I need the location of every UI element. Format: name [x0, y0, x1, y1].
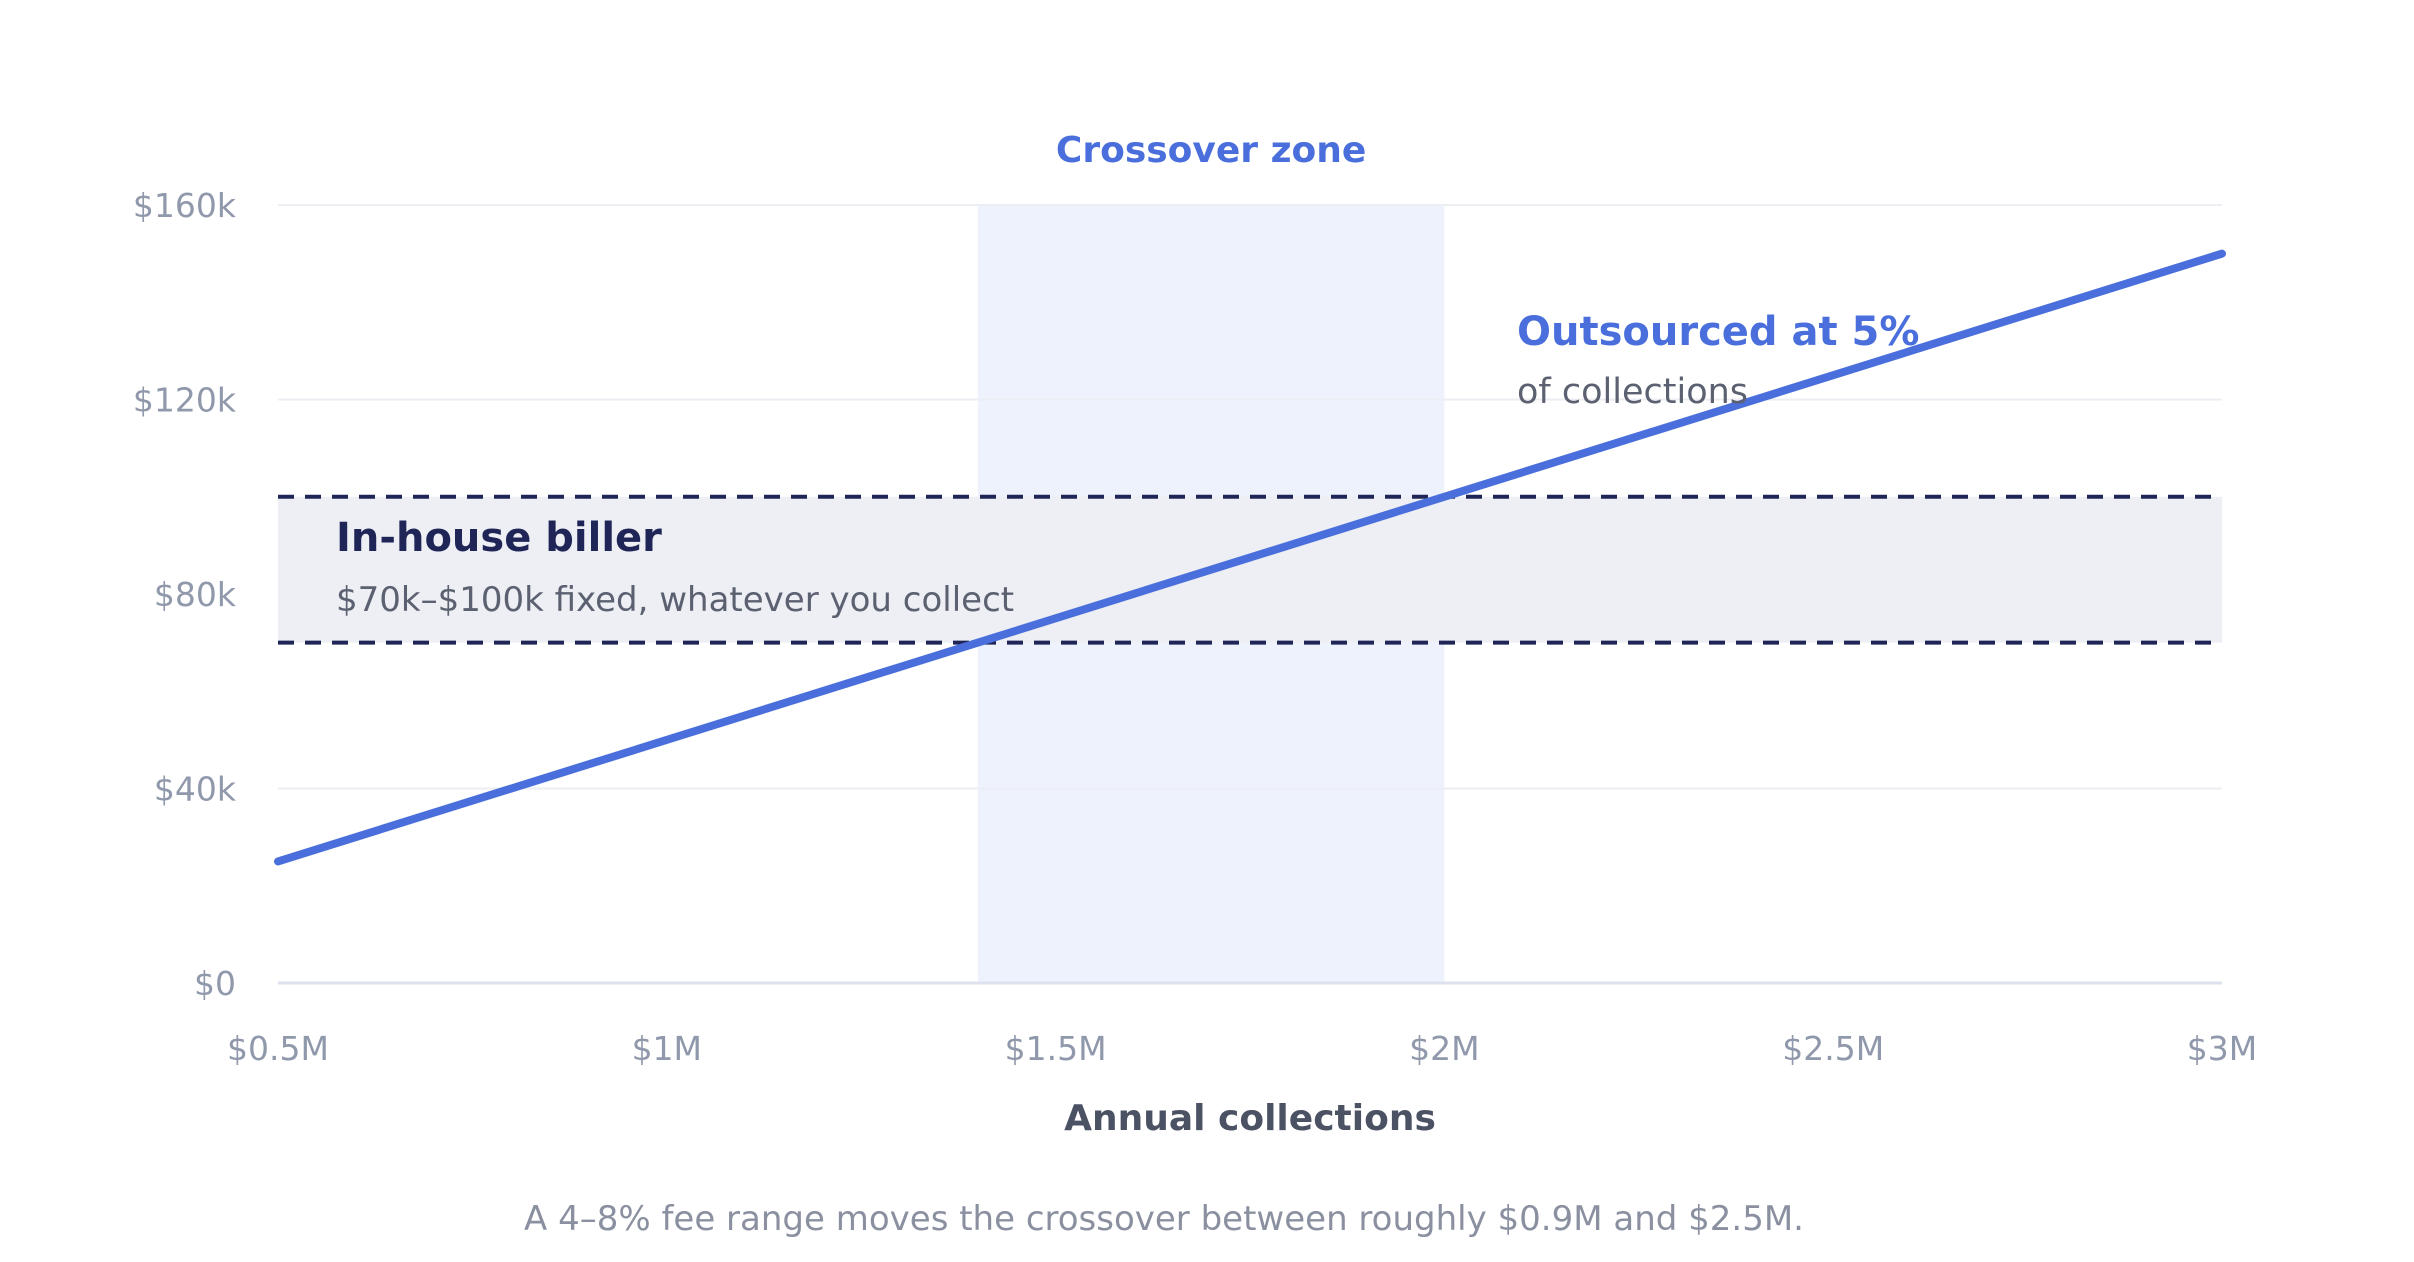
- in-house-band-sublabel: $70k–$100k fixed, whatever you collect: [336, 580, 1014, 620]
- x-tick-label: $0.5M: [227, 1029, 329, 1068]
- y-tick-label: $0: [194, 964, 236, 1003]
- y-tick-label: $40k: [154, 770, 237, 809]
- y-axis-ticks: $0 $40k $80k $120k $160k: [133, 186, 237, 1003]
- x-axis-title: Annual collections: [1064, 1098, 1436, 1139]
- chart-caption: A 4–8% fee range moves the crossover bet…: [524, 1199, 1804, 1239]
- in-house-band-label: In-house biller: [336, 515, 662, 561]
- x-tick-label: $1M: [632, 1029, 702, 1068]
- outsourced-series-sublabel: of collections: [1517, 372, 1748, 412]
- x-tick-label: $2.5M: [1782, 1029, 1884, 1068]
- y-tick-label: $160k: [133, 186, 237, 225]
- x-axis-ticks: $0.5M $1M $1.5M $2M $2.5M $3M: [227, 1029, 2257, 1068]
- crossover-zone-label: Crossover zone: [1056, 130, 1366, 171]
- x-tick-label: $1.5M: [1005, 1029, 1107, 1068]
- y-tick-label: $80k: [154, 575, 237, 614]
- x-tick-label: $3M: [2187, 1029, 2257, 1068]
- in-house-band: [278, 496, 2222, 643]
- outsourced-series-label: Outsourced at 5%: [1517, 309, 1919, 355]
- y-tick-label: $120k: [133, 381, 237, 420]
- x-tick-label: $2M: [1409, 1029, 1479, 1068]
- outsourced-series-line: [274, 249, 2226, 866]
